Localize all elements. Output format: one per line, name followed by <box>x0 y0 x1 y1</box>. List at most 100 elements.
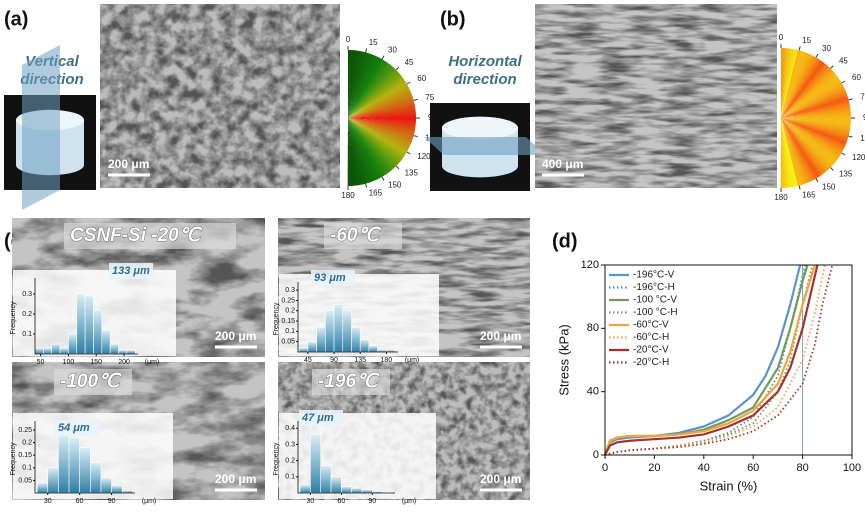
hist-bar <box>111 485 123 494</box>
sem-image-texture <box>535 4 777 188</box>
orientation-wedge <box>348 61 389 118</box>
text: 0.2 <box>22 311 32 318</box>
text: 0.25 <box>281 297 295 304</box>
orientation-wedge <box>781 73 837 118</box>
text: -100 °C-V <box>633 295 677 306</box>
orientation-wedge <box>348 118 406 157</box>
polar-tick <box>413 98 418 101</box>
orientation-wedge <box>781 118 814 182</box>
orientation-wedge <box>348 79 406 118</box>
text: 0.15 <box>281 318 295 325</box>
hist-bar <box>118 349 128 355</box>
orientation-wedge <box>781 83 843 118</box>
polar-tick <box>406 81 411 85</box>
title-backing <box>324 223 402 249</box>
orientation-wedge <box>781 118 812 183</box>
hist-bar <box>47 467 59 494</box>
axis <box>297 282 398 353</box>
polar-tick <box>381 176 385 181</box>
orientation-wedge <box>781 69 834 118</box>
orientation-wedge <box>781 118 810 184</box>
hist-bar <box>34 347 44 355</box>
text: 40 <box>698 462 710 474</box>
orientation-wedge <box>348 118 399 166</box>
orientation-wedge <box>781 74 838 118</box>
text: (μm) <box>142 498 157 505</box>
orientation-wedge <box>348 69 398 118</box>
text: 45 <box>304 357 312 364</box>
orientation-wedge <box>348 118 378 181</box>
orientation-wedge <box>781 118 798 187</box>
orientation-wedge <box>348 118 392 172</box>
text: 0.1 <box>285 474 295 481</box>
orientation-wedge <box>781 55 815 118</box>
text: 0.3 <box>285 287 295 294</box>
orientation-wedge <box>781 58 821 118</box>
text: Horizontal <box>448 53 522 70</box>
hist-bar <box>58 434 70 494</box>
orientation-wedge <box>348 118 404 161</box>
hist-bar <box>342 310 352 353</box>
orientation-wedge <box>348 78 405 118</box>
text: 20 <box>648 462 660 474</box>
series-line <box>604 264 826 456</box>
orientation-wedge <box>781 91 847 118</box>
text: 90 <box>108 498 116 505</box>
orientation-wedge <box>348 101 415 118</box>
orientation-wedge <box>347 118 351 186</box>
text: 30 <box>822 44 831 53</box>
polar-tick <box>413 135 418 138</box>
hist-bar <box>59 347 69 355</box>
text: 80 <box>587 322 599 334</box>
orientation-wedge <box>348 55 379 118</box>
polar-tick <box>381 55 385 60</box>
orientation-wedge <box>781 59 823 118</box>
hist-bar <box>325 310 335 353</box>
text: 400 μm <box>542 157 583 171</box>
cylinder-top <box>442 116 518 140</box>
orientation-wedge <box>781 98 850 118</box>
series-line <box>603 264 817 456</box>
orientation-wedge <box>781 65 830 118</box>
orientation-wedge <box>348 118 376 182</box>
orientation-wedge <box>781 118 845 150</box>
orientation-wedge <box>348 118 390 174</box>
text: 0.2 <box>285 308 295 315</box>
hist-bar <box>359 339 370 353</box>
orientation-wedge <box>781 118 830 171</box>
peak-backing <box>109 263 153 279</box>
text: 0.15 <box>18 452 32 459</box>
text: 15 <box>369 38 378 47</box>
text: 150 <box>822 182 836 191</box>
text: 40 <box>587 386 599 398</box>
orientation-wedge <box>348 118 407 155</box>
orientation-wedge <box>781 71 835 118</box>
text: 93 μm <box>314 272 346 284</box>
orientation-wedge <box>780 118 784 188</box>
text: -20°C-H <box>633 357 669 368</box>
hist-bar <box>109 343 119 355</box>
text: 45 <box>839 57 848 66</box>
orientation-wedge <box>781 108 851 118</box>
orientation-wedge <box>348 118 412 146</box>
text: (d) <box>552 230 578 252</box>
orientation-wedge <box>781 118 791 188</box>
text: 200 μm <box>480 329 521 343</box>
orientation-wedge <box>781 118 840 160</box>
orientation-wedge <box>781 115 851 119</box>
polar-tick <box>798 185 801 190</box>
orientation-wedge <box>348 110 416 118</box>
hist-bar <box>299 484 311 494</box>
orientation-wedge <box>348 118 367 185</box>
orientation-wedge <box>348 118 382 179</box>
text: 0.25 <box>18 427 32 434</box>
orientation-wedge <box>348 70 399 118</box>
orientation-wedge <box>781 101 850 118</box>
polar-tick <box>841 80 846 84</box>
text: 135 <box>354 357 366 364</box>
text: 54 μm <box>58 422 90 434</box>
orientation-wedge <box>781 118 843 154</box>
text: 165 <box>369 188 383 197</box>
text: 105 <box>860 134 865 143</box>
orientation-wedge <box>781 105 851 118</box>
